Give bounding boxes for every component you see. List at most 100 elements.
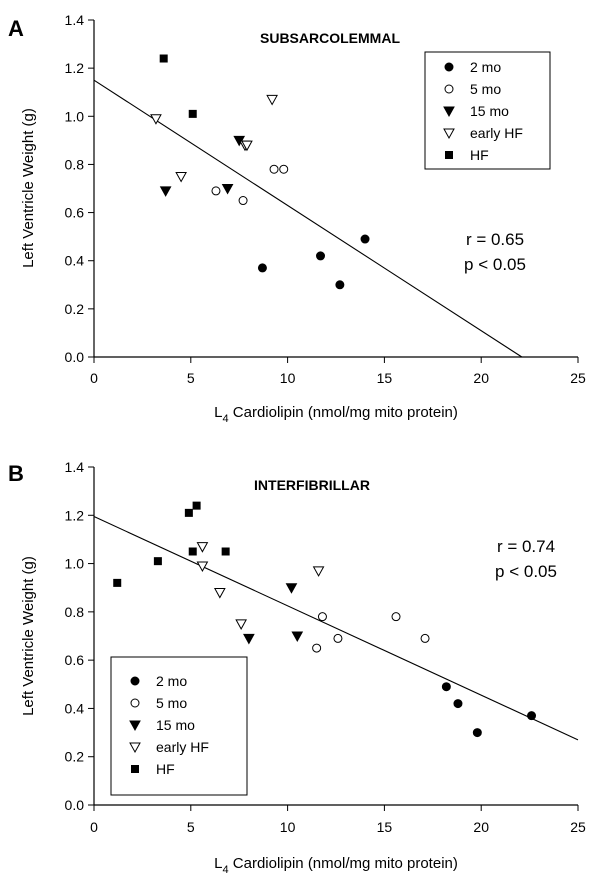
data-point	[196, 561, 209, 573]
y-tick-label: 0.0	[65, 349, 85, 365]
y-tick-label: 0.6	[65, 205, 85, 221]
x-axis-label-subscript: 4	[222, 413, 228, 425]
data-point	[221, 184, 234, 195]
data-point	[184, 508, 193, 517]
legend-entry: HF	[470, 147, 489, 163]
series-2-mo	[441, 682, 537, 738]
data-point	[312, 566, 325, 577]
chart-panel-a: A SUBSARCOLEMMAL 0 5 10 15 20 25 0.0 0.2 0.4 0.6 0.8…	[8, 12, 586, 425]
stats-annotation: p < 0.05	[495, 562, 557, 581]
data-point	[333, 633, 343, 643]
legend-marker	[444, 62, 454, 72]
x-tick-label: 20	[473, 370, 489, 386]
data-point	[527, 711, 537, 721]
legend-marker	[131, 765, 139, 773]
series-15-mo	[243, 583, 304, 645]
stats-annotation: p < 0.05	[464, 255, 526, 274]
legend-marker	[443, 128, 455, 140]
y-tick-label: 0.8	[65, 604, 85, 620]
chart-title: SUBSARCOLEMMAL	[260, 30, 400, 46]
legend-entry: early HF	[470, 125, 523, 141]
data-point	[243, 633, 255, 645]
data-point	[285, 583, 298, 594]
data-point	[335, 280, 345, 290]
data-point	[241, 140, 253, 152]
series-15-mo	[159, 135, 246, 197]
legend: 2 mo 5 mo 15 mo early HF HF	[110, 656, 248, 796]
y-tick-label: 1.0	[65, 556, 85, 572]
x-axis-label-prefix: L	[214, 404, 222, 421]
data-point	[269, 164, 279, 174]
data-point	[159, 54, 168, 63]
stats-annotation: r = 0.74	[497, 537, 555, 556]
data-point	[213, 588, 226, 599]
chart-panel-b: B INTERFIBRILLAR 0 5 10 15 20 25 0.0 0.2 0.4 0.6 0.8…	[8, 459, 586, 876]
x-tick-label: 0	[90, 370, 98, 386]
x-tick-label: 0	[90, 819, 98, 835]
legend-marker	[129, 742, 141, 754]
y-tick-label: 1.4	[65, 12, 85, 28]
y-tick-label: 0.8	[65, 156, 85, 172]
data-point	[312, 643, 322, 653]
legend-marker	[129, 720, 141, 732]
legend-entry: 15 mo	[156, 717, 195, 733]
data-point	[192, 501, 201, 510]
data-point	[420, 633, 430, 643]
data-point	[175, 171, 187, 183]
data-point	[153, 557, 162, 566]
data-point	[279, 164, 289, 174]
data-point	[291, 631, 304, 643]
x-tick-label: 20	[473, 819, 489, 835]
x-tick-label: 15	[377, 819, 393, 835]
legend-entry: 5 mo	[470, 81, 501, 97]
legend-entry: early HF	[156, 739, 209, 755]
legend-marker	[130, 676, 140, 686]
data-point	[188, 109, 197, 118]
data-point	[150, 114, 162, 125]
x-tick-label: 10	[280, 370, 296, 386]
x-tick-label: 5	[187, 819, 195, 835]
legend-marker	[445, 151, 453, 159]
data-point	[188, 547, 197, 556]
data-point	[211, 186, 221, 196]
legend-marker	[443, 106, 455, 118]
series-hf	[159, 54, 197, 118]
legend-entry: 15 mo	[470, 103, 509, 119]
legend-entry: 2 mo	[470, 59, 501, 75]
regression-line	[93, 515, 579, 741]
y-tick-label: 1.2	[65, 507, 85, 523]
y-axis-label: Left Ventricle Weight (g)	[20, 556, 37, 716]
x-axis-label: L4 Cardiolipin (nmol/mg mito protein)	[214, 855, 458, 876]
y-axis-label: Left Ventricle Weight (g)	[20, 108, 37, 268]
data-point	[196, 542, 209, 553]
series-5-mo	[211, 164, 289, 206]
legend-entry: 2 mo	[156, 673, 187, 689]
x-axis-label: L4 Cardiolipin (nmol/mg mito protein)	[214, 404, 458, 425]
data-point	[391, 612, 401, 622]
data-point	[257, 263, 267, 273]
x-axis-label-prefix: L	[214, 855, 222, 872]
x-tick-label: 15	[377, 370, 393, 386]
data-point	[453, 699, 463, 709]
series-2-mo	[257, 234, 370, 290]
y-tick-label: 0.4	[65, 700, 85, 716]
legend-marker	[130, 698, 140, 708]
panel-letter: B	[8, 461, 24, 486]
x-tick-label: 25	[570, 370, 586, 386]
data-point	[159, 186, 172, 197]
legend-marker	[444, 84, 454, 94]
data-point	[316, 251, 326, 261]
y-tick-label: 0.4	[65, 253, 85, 269]
x-axis-label-subscript: 4	[222, 864, 228, 876]
data-point	[441, 682, 451, 692]
series-early-hf	[150, 94, 278, 183]
stats-annotation: r = 0.65	[466, 230, 524, 249]
y-tick-label: 0.2	[65, 301, 85, 317]
series-early-hf	[196, 542, 325, 630]
legend-entry: HF	[156, 761, 175, 777]
panel-letter: A	[8, 16, 24, 41]
data-point	[317, 612, 327, 622]
legend-entry: 5 mo	[156, 695, 187, 711]
legend: 2 mo 5 mo 15 mo early HF HF	[424, 51, 551, 170]
